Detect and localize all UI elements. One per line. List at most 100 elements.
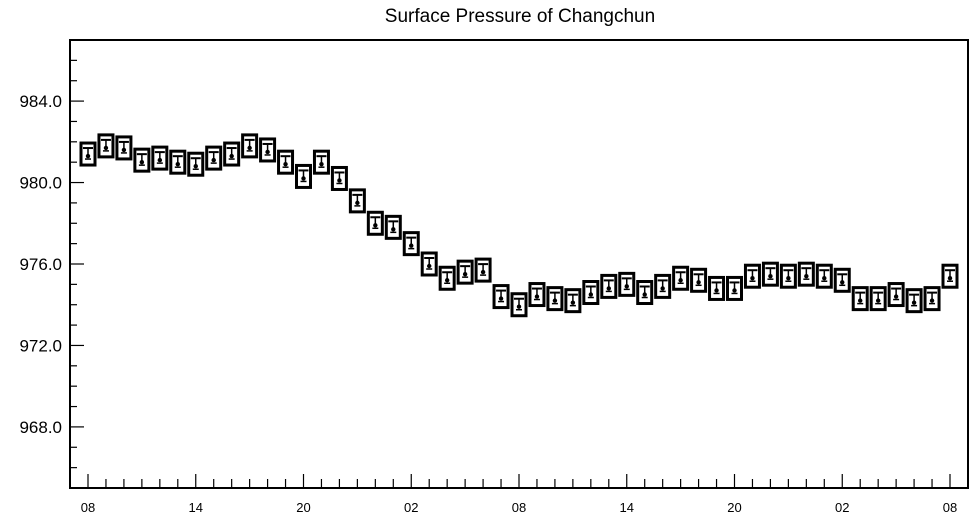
data-point-box	[923, 286, 941, 312]
data-point	[690, 267, 708, 293]
data-point-dot	[462, 271, 468, 277]
y-tick-label: 976.0	[19, 255, 62, 274]
y-tick-label: 984.0	[19, 92, 62, 111]
plot-frame	[69, 39, 969, 489]
data-point-dot	[355, 200, 360, 206]
data-point-dot	[570, 300, 576, 305]
data-point-dot	[480, 269, 486, 275]
data-point-box	[618, 271, 636, 297]
data-point-dot	[283, 161, 288, 167]
data-point	[241, 133, 259, 159]
data-point-dot	[786, 276, 791, 281]
data-point-dot	[858, 298, 863, 303]
data-point-dot	[750, 276, 755, 281]
data-point	[420, 251, 438, 277]
data-point-box	[941, 263, 959, 289]
x-tick-label: 02	[835, 500, 849, 515]
y-tick-label: 980.0	[19, 174, 62, 193]
data-point-dot	[157, 157, 163, 163]
data-point	[905, 288, 923, 314]
data-point-box	[295, 163, 312, 189]
data-point	[672, 265, 690, 291]
data-point	[797, 261, 815, 287]
data-point-box	[133, 147, 151, 173]
data-point-dot	[193, 164, 198, 169]
data-point-dot	[337, 178, 342, 183]
data-point	[295, 163, 312, 189]
data-point-box	[366, 210, 384, 236]
data-point-dot	[85, 153, 91, 159]
data-point-box	[797, 261, 815, 287]
x-tick-label: 20	[296, 500, 310, 515]
data-point-box	[528, 282, 546, 308]
data-point-dot	[427, 263, 432, 269]
data-point-box	[205, 145, 223, 171]
data-point-box	[690, 267, 708, 293]
x-tick-label: 02	[404, 500, 418, 515]
data-point-box	[815, 263, 833, 289]
data-point-dot	[606, 286, 611, 291]
data-point-box	[546, 286, 564, 312]
data-point	[277, 149, 295, 175]
data-point	[546, 286, 564, 312]
data-point-dot	[498, 296, 504, 301]
data-point-dot	[732, 288, 737, 293]
y-tick-label: 968.0	[19, 418, 62, 437]
data-point-box	[779, 263, 797, 289]
data-point-box	[743, 263, 761, 289]
data-point	[636, 280, 654, 306]
data-series	[79, 133, 959, 318]
data-point	[726, 275, 743, 301]
data-point	[97, 133, 115, 159]
data-point-dot	[552, 298, 558, 303]
data-point-dot	[373, 223, 378, 228]
data-point	[492, 284, 510, 310]
data-point-box	[887, 282, 905, 308]
data-point	[510, 292, 528, 318]
data-point-dot	[768, 273, 773, 279]
data-point	[851, 286, 869, 312]
data-point-dot	[121, 147, 127, 153]
data-point-box	[726, 275, 743, 301]
data-point-dot	[103, 145, 109, 151]
data-point-box	[654, 273, 672, 299]
data-point	[348, 188, 366, 214]
data-point	[528, 282, 546, 308]
data-point-box	[259, 137, 277, 163]
data-point	[600, 273, 618, 299]
data-point-box	[851, 286, 869, 312]
data-point-dot	[409, 243, 414, 248]
data-point	[259, 137, 277, 163]
data-point	[743, 263, 761, 289]
data-point-box	[474, 257, 492, 283]
data-point-box	[708, 275, 726, 301]
data-point-dot	[444, 278, 450, 283]
data-point-box	[672, 265, 690, 291]
data-point	[941, 263, 959, 289]
data-point-box	[277, 149, 295, 175]
data-point-dot	[247, 145, 252, 151]
x-tick-label: 20	[727, 500, 741, 515]
data-point-box	[312, 149, 330, 175]
data-point	[474, 257, 492, 283]
data-point	[169, 149, 187, 175]
data-point-box	[636, 280, 654, 306]
data-point-dot	[696, 280, 701, 285]
data-point-dot	[875, 298, 881, 303]
data-point-dot	[678, 278, 683, 283]
chart-title: Surface Pressure of Changchun	[385, 6, 655, 27]
data-point	[402, 231, 420, 257]
data-point-box	[151, 145, 169, 171]
data-point-dot	[265, 149, 270, 155]
x-tick-label: 08	[943, 500, 957, 515]
data-point	[618, 271, 636, 297]
data-point	[384, 214, 402, 240]
data-point-box	[187, 151, 205, 177]
data-point-dot	[301, 176, 306, 181]
data-point-box	[420, 251, 438, 277]
data-point-dot	[929, 298, 935, 303]
data-point-box	[905, 288, 923, 314]
x-tick-label: 08	[81, 500, 95, 515]
data-point	[869, 286, 887, 312]
